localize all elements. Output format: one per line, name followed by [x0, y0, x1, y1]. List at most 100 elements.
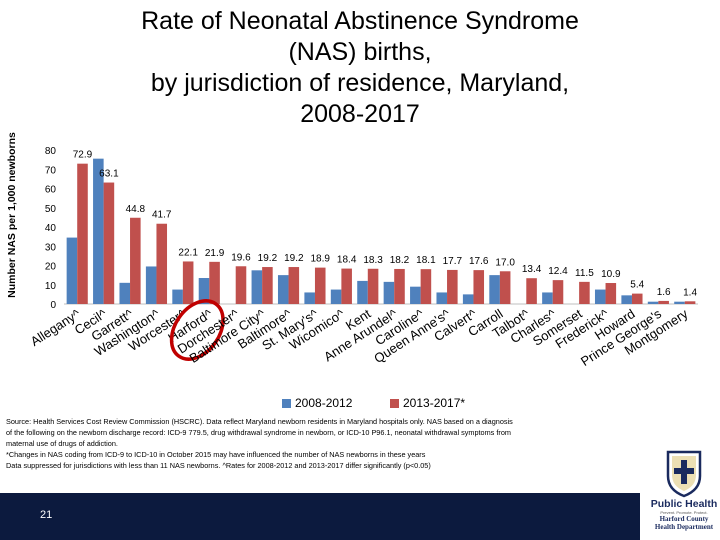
y-tick-label: 60	[45, 185, 57, 196]
bar-2013-2017	[235, 266, 247, 304]
footer-bar: 21	[0, 493, 640, 540]
logo-line-1: Public Health	[650, 498, 718, 510]
bar-2013-2017	[130, 217, 141, 304]
source-line: maternal use of drugs of addiction.	[6, 439, 118, 448]
bar-2013-2017	[77, 163, 88, 304]
data-label: 17.0	[495, 257, 515, 268]
bar-2008-2012	[594, 289, 606, 304]
title-line: by jurisdiction of residence, Maryland,	[150, 69, 570, 97]
bar-2013-2017	[420, 269, 432, 304]
bar-2008-2012	[251, 270, 263, 304]
source-line: Data suppressed for jurisdictions with l…	[6, 461, 431, 470]
logo-line-4: Health Department	[654, 523, 714, 531]
legend-label: 2008-2012	[295, 396, 353, 410]
bar-2013-2017	[658, 300, 669, 304]
source-line: of the following on the newborn discharg…	[6, 428, 511, 437]
bar-2013-2017	[367, 268, 379, 304]
bar-2013-2017	[473, 270, 485, 304]
bar-2008-2012	[674, 301, 685, 304]
bar-2008-2012	[436, 292, 448, 304]
data-label: 17.7	[443, 256, 463, 267]
y-tick-label: 40	[45, 223, 57, 234]
source-line: *Changes in NAS coding from ICD-9 to ICD…	[6, 450, 426, 459]
bar-2008-2012	[647, 301, 659, 304]
logo-line-2: Prevent. Promote. Protect.	[660, 510, 708, 515]
legend-swatch-series2	[390, 398, 399, 408]
y-tick-label: 80	[45, 146, 57, 157]
bar-2008-2012	[66, 237, 78, 304]
source-note: Source: Health Services Cost Review Comm…	[6, 416, 616, 471]
y-tick-label: 0	[50, 300, 56, 311]
bar-2013-2017	[156, 223, 168, 304]
data-label: 18.1	[416, 255, 436, 266]
public-health-logo-icon	[666, 450, 702, 498]
data-label: 1.4	[683, 287, 697, 298]
bar-2013-2017	[262, 267, 273, 304]
bar-2008-2012	[542, 292, 553, 304]
data-label: 41.7	[152, 210, 172, 221]
data-label: 19.6	[231, 252, 251, 263]
bar-2008-2012	[383, 281, 395, 304]
bar-2013-2017	[447, 269, 458, 304]
title-line: Rate of Neonatal Abstinence Syndrome	[141, 7, 579, 35]
bar-2013-2017	[526, 278, 537, 304]
data-label: 17.6	[469, 256, 489, 267]
data-label: 22.1	[178, 247, 198, 258]
data-label: 21.9	[205, 248, 225, 259]
bar-2013-2017	[499, 271, 511, 304]
legend-label: 2013-2017*	[403, 396, 466, 410]
bar-2008-2012	[462, 294, 474, 304]
y-tick-label: 70	[45, 165, 57, 176]
bar-2013-2017	[631, 293, 643, 304]
bar-2008-2012	[621, 295, 632, 304]
data-label: 18.9	[311, 254, 331, 265]
bar-2008-2012	[119, 282, 131, 304]
bar-2008-2012	[357, 280, 368, 304]
bar-2008-2012	[198, 278, 210, 304]
bar-2008-2012	[145, 266, 157, 304]
chart-title: Rate of Neonatal Abstinence Syndrome (NA…	[60, 6, 660, 130]
y-tick-label: 50	[45, 204, 57, 215]
data-label: 12.4	[548, 266, 568, 277]
bar-2013-2017	[605, 283, 617, 304]
bar-2008-2012	[93, 158, 104, 304]
y-tick-label: 20	[45, 262, 57, 273]
y-tick-label: 30	[45, 242, 57, 253]
data-label: 5.4	[630, 280, 644, 291]
data-label: 10.9	[601, 269, 621, 280]
bar-2008-2012	[330, 289, 342, 304]
bar-2013-2017	[314, 267, 326, 304]
bar-2013-2017	[209, 261, 220, 304]
legend-item-2013-2017: 2013-2017*	[390, 396, 465, 410]
legend-item-2008-2012: 2008-2012	[282, 396, 352, 410]
y-tick-label: 10	[45, 281, 57, 292]
logo-text: Public Health Prevent. Promote. Protect.…	[648, 498, 720, 531]
data-label: 19.2	[258, 253, 278, 264]
data-label: 44.8	[126, 204, 146, 215]
bar-2008-2012	[304, 292, 315, 304]
bar-2008-2012	[410, 286, 421, 304]
bar-2013-2017	[288, 267, 300, 304]
bar-2008-2012	[277, 275, 289, 304]
data-label: 13.4	[522, 264, 542, 275]
title-line: (NAS) births,	[288, 38, 432, 66]
data-label: 72.9	[73, 150, 93, 161]
bar-2008-2012	[489, 275, 500, 304]
title-line: 2008-2017	[300, 100, 420, 128]
legend-swatch-series1	[282, 398, 291, 408]
bar-2013-2017	[341, 268, 352, 304]
data-label: 18.3	[363, 255, 383, 266]
bar-2013-2017	[394, 268, 405, 304]
data-label: 1.6	[657, 287, 671, 298]
data-label: 19.2	[284, 253, 304, 264]
data-label: 11.5	[575, 268, 594, 279]
bar-2013-2017	[103, 182, 115, 304]
bar-2013-2017	[552, 280, 564, 304]
bar-2013-2017	[684, 301, 696, 304]
bar-2013-2017	[182, 261, 194, 304]
data-label: 18.4	[337, 255, 357, 266]
data-label: 18.2	[390, 255, 410, 266]
highlight-circle	[169, 299, 225, 361]
page-number: 21	[40, 509, 53, 521]
